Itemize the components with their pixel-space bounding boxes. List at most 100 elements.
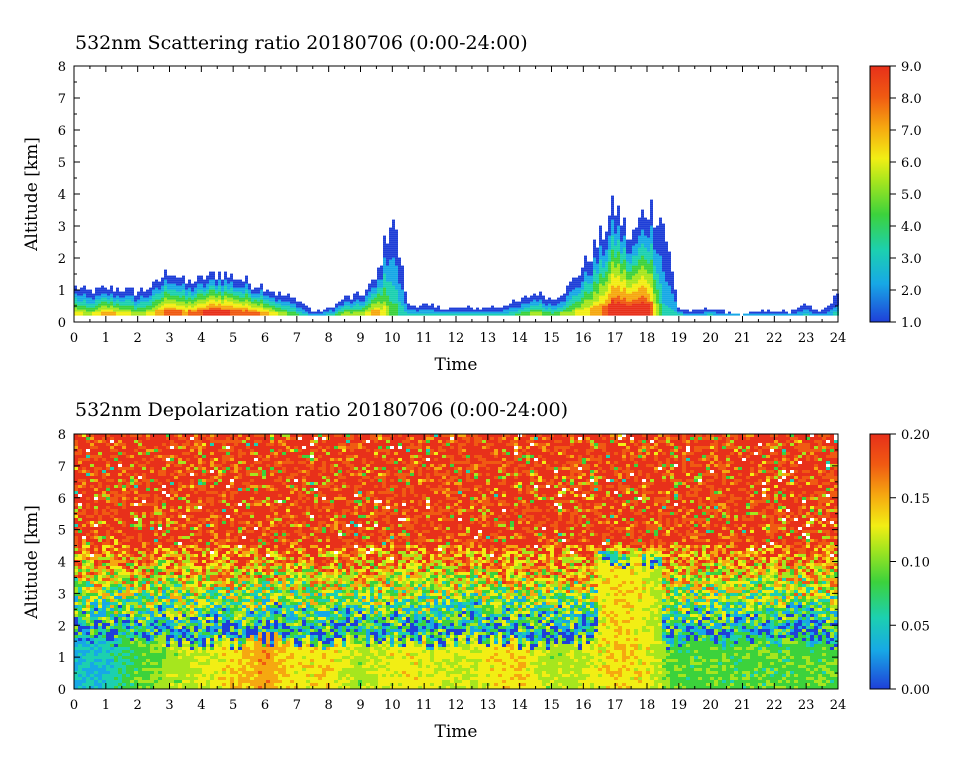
scattering-cell xyxy=(245,310,248,312)
scattering-cell xyxy=(377,312,380,314)
scattering-cell xyxy=(221,296,224,298)
scattering-cell xyxy=(236,292,239,294)
scattering-cell xyxy=(341,306,344,308)
scattering-cell xyxy=(182,282,185,284)
scattering-cell xyxy=(158,294,161,296)
scattering-cell xyxy=(293,310,296,312)
scattering-cell xyxy=(110,288,113,290)
scattering-cell xyxy=(149,308,152,310)
scattering-cell xyxy=(122,292,125,294)
scattering-cell xyxy=(182,278,185,280)
scattering-cell xyxy=(167,300,170,302)
scattering-cell xyxy=(122,304,125,306)
scattering-cell xyxy=(191,304,194,306)
scattering-cell xyxy=(116,310,119,312)
scattering-cell xyxy=(134,296,137,298)
scattering-cell xyxy=(89,314,92,316)
scattering-cell xyxy=(353,302,356,304)
scattering-cell xyxy=(305,312,308,314)
scattering-cell xyxy=(257,314,260,316)
scattering-cell xyxy=(284,300,287,302)
scattering-cell xyxy=(206,296,209,298)
scattering-cell xyxy=(155,312,158,314)
scattering-cell xyxy=(233,294,236,296)
scattering-cell xyxy=(260,300,263,302)
scattering-cell xyxy=(380,276,383,278)
scattering-cell xyxy=(140,290,143,292)
scattering-cell xyxy=(146,302,149,304)
scattering-cell xyxy=(359,310,362,312)
scattering-cell xyxy=(275,296,278,298)
scattering-cell xyxy=(230,290,233,292)
scattering-cell xyxy=(167,314,170,316)
scattering-cell xyxy=(116,300,119,302)
scattering-cell xyxy=(332,314,335,316)
scattering-cell xyxy=(236,294,239,296)
scattering-cell xyxy=(170,288,173,290)
scattering-cell xyxy=(260,288,263,290)
scattering-cell xyxy=(326,314,329,316)
scattering-cell xyxy=(131,302,134,304)
scattering-title: 532nm Scattering ratio 20180706 (0:00-24… xyxy=(75,32,528,54)
scattering-cell xyxy=(248,296,251,298)
scattering-cell xyxy=(155,280,158,282)
scattering-cell xyxy=(284,296,287,298)
scattering-cell xyxy=(98,300,101,302)
scattering-cell xyxy=(104,294,107,296)
scattering-cell xyxy=(383,296,386,298)
scattering-cell xyxy=(209,276,212,278)
scattering-cell xyxy=(152,282,155,284)
scattering-cell xyxy=(281,308,284,310)
scattering-cell xyxy=(218,276,221,278)
scattering-cell xyxy=(80,300,83,302)
scattering-cell xyxy=(173,276,176,278)
scattering-cell xyxy=(173,290,176,292)
scattering-cell xyxy=(164,302,167,304)
scattering-cell xyxy=(182,312,185,314)
scattering-cell xyxy=(194,298,197,300)
scattering-cell xyxy=(146,296,149,298)
scattering-cell xyxy=(290,298,293,300)
scattering-cell xyxy=(284,304,287,306)
scattering-cell xyxy=(218,306,221,308)
scattering-cell xyxy=(341,302,344,304)
scattering-cell xyxy=(185,298,188,300)
scattering-cell xyxy=(149,312,152,314)
scattering-cell xyxy=(149,288,152,290)
scattering-cell xyxy=(242,284,245,286)
scattering-cell xyxy=(155,294,158,296)
scattering-cell xyxy=(284,310,287,312)
scattering-cell xyxy=(110,298,113,300)
scattering-cell xyxy=(254,304,257,306)
scattering-cell xyxy=(260,310,263,312)
scattering-cell xyxy=(368,294,371,296)
scattering-cell xyxy=(299,308,302,310)
scattering-cell xyxy=(92,296,95,298)
scattering-cell xyxy=(95,292,98,294)
scattering-cell xyxy=(224,286,227,288)
scattering-cell xyxy=(197,312,200,314)
scattering-cell xyxy=(239,296,242,298)
scattering-cell xyxy=(227,286,230,288)
scattering-cell xyxy=(320,312,323,314)
scattering-cell xyxy=(203,314,206,316)
scattering-cell xyxy=(125,292,128,294)
scattering-cell xyxy=(188,296,191,298)
scattering-cell xyxy=(134,298,137,300)
scattering-cell xyxy=(374,282,377,284)
scattering-cell xyxy=(95,304,98,306)
scattering-cell xyxy=(323,312,326,314)
scattering-cell xyxy=(353,312,356,314)
scattering-cell xyxy=(143,312,146,314)
scattering-cell xyxy=(329,314,332,316)
scattering-cell xyxy=(344,310,347,312)
scattering-cell xyxy=(194,310,197,312)
scattering-cell xyxy=(248,290,251,292)
scattering-cell xyxy=(278,310,281,312)
scattering-cell xyxy=(92,298,95,300)
scattering-cell xyxy=(98,306,101,308)
scattering-cell xyxy=(194,288,197,290)
scattering-cell xyxy=(170,280,173,282)
scattering-cell xyxy=(203,292,206,294)
scattering-cell xyxy=(116,288,119,290)
